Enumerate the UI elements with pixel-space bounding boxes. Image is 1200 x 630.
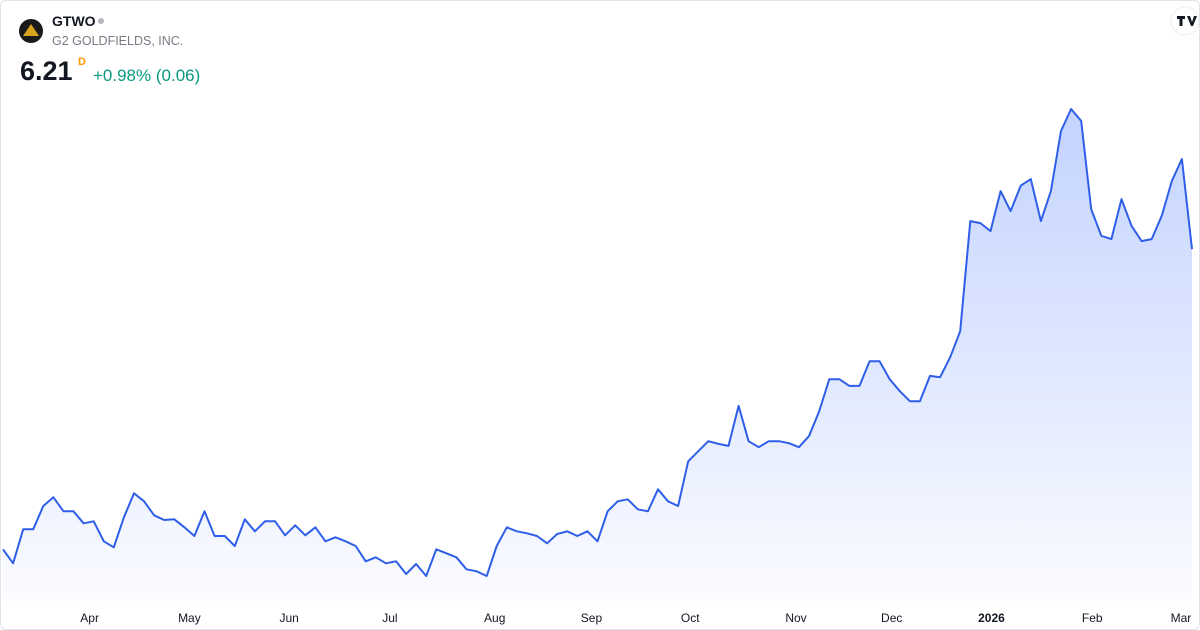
symbol: GTWO xyxy=(52,13,96,29)
status-dot xyxy=(98,18,104,24)
x-tick-label: Nov xyxy=(785,611,806,625)
price-line xyxy=(2,108,1193,577)
x-tick-label: Jun xyxy=(279,611,298,625)
x-tick-label: 2026 xyxy=(978,611,1005,625)
area-fill xyxy=(3,109,1192,601)
x-tick-label: May xyxy=(178,611,201,625)
x-tick-label: Aug xyxy=(484,611,505,625)
x-tick-label: Jul xyxy=(382,611,397,625)
x-tick-label: Apr xyxy=(80,611,99,625)
x-tick-label: Mar xyxy=(1171,611,1192,625)
company: G2 GOLDFIELDS, INC. xyxy=(52,34,184,48)
x-tick-label: Feb xyxy=(1082,611,1103,625)
x-tick-label: Oct xyxy=(681,611,700,625)
interval: D xyxy=(78,56,86,68)
tv-logo[interactable] xyxy=(1170,6,1199,36)
change: +0.98% (0.06) xyxy=(93,66,201,85)
x-tick-label: Sep xyxy=(581,611,603,625)
x-tick-label: Dec xyxy=(881,611,902,625)
logo-mark xyxy=(23,24,39,36)
price: 6.21 xyxy=(20,56,73,86)
